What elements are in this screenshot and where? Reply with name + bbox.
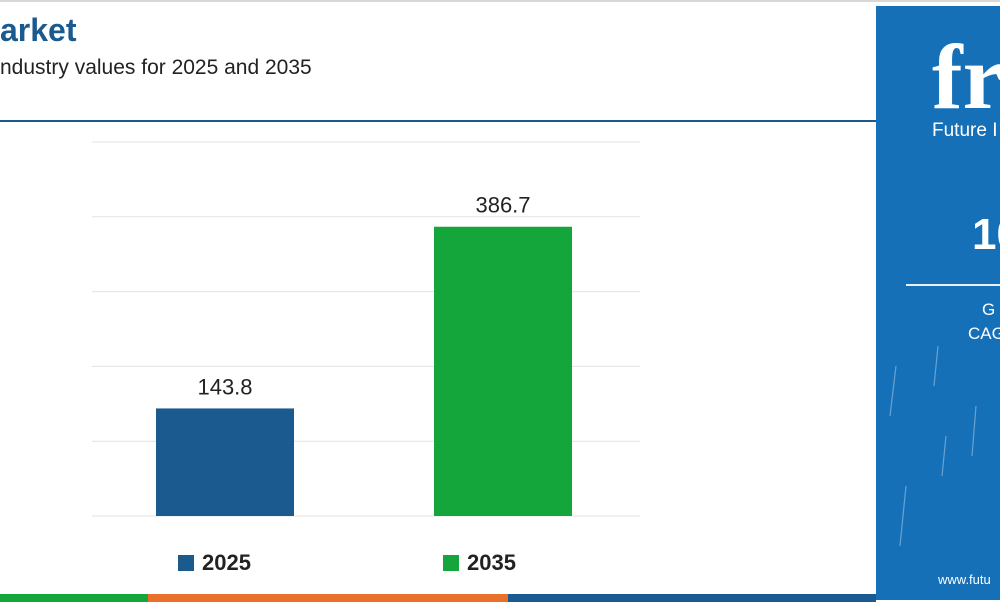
future-market-insights-logo-icon: fr	[932, 36, 1000, 126]
chart-subtitle: ndustry values for 2025 and 2035	[0, 56, 312, 79]
legend-item-2035: 2035	[443, 550, 516, 576]
data-labels: 143.8 386.7	[197, 193, 530, 400]
chart-title: arket	[0, 12, 77, 48]
legend-swatch-2035	[443, 555, 459, 571]
data-label-2035: 386.7	[475, 193, 530, 218]
brand-side-panel: fr Future I 10 G CAG www.futu	[876, 6, 1000, 600]
title-divider	[0, 120, 876, 122]
panel-divider	[906, 284, 1000, 286]
bar-2025	[156, 408, 294, 516]
bars	[156, 226, 572, 516]
stat-label-line2: CAG	[968, 324, 1000, 343]
website-link[interactable]: www.futu	[938, 572, 991, 587]
stat-label-line1: G	[982, 300, 996, 319]
legend-label-2025: 2025	[202, 550, 251, 575]
logo-glyph: fr	[932, 36, 1000, 126]
bar-chart: 143.8 386.7	[92, 141, 640, 517]
legend-item-2025: 2025	[178, 550, 251, 576]
legend: 2025 2035	[0, 550, 876, 580]
legend-label-2035: 2035	[467, 550, 516, 575]
legend-swatch-2025	[178, 555, 194, 571]
bar-2035	[434, 226, 572, 516]
brand-name: Future I	[932, 120, 998, 141]
data-label-2025: 143.8	[197, 374, 252, 399]
footer-segment-orange	[148, 594, 508, 602]
footer-segment-blue	[508, 594, 876, 602]
panel-decoration	[889, 345, 977, 547]
footer-segment-green	[0, 594, 148, 602]
footer-color-bar	[0, 594, 876, 602]
stat-value: 10	[972, 210, 1000, 259]
